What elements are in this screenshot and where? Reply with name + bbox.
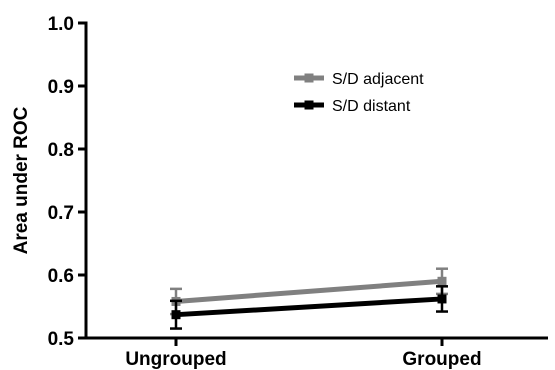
legend: S/D adjacent S/D distant (294, 71, 424, 115)
x-axis-ticks: Ungrouped Grouped (125, 338, 482, 370)
x-tick-label-0: Ungrouped (125, 349, 226, 370)
legend-swatch-marker-1 (304, 100, 314, 110)
data-point-1-0 (171, 310, 181, 320)
series-line-0 (175, 278, 443, 304)
y-axis-ticks: 0.5 0.6 0.7 0.8 0.9 1.0 (48, 14, 86, 350)
legend-label-0: S/D adjacent (332, 71, 424, 88)
series-line-1 (175, 296, 443, 318)
y-tick-label-3: 0.8 (48, 140, 74, 161)
y-tick-label-1: 0.6 (48, 266, 74, 287)
data-point-0-1 (437, 276, 447, 286)
legend-swatch-marker-0 (304, 73, 314, 83)
legend-label-1: S/D distant (332, 98, 411, 115)
y-tick-label-0: 0.5 (48, 329, 75, 350)
series-layer (170, 267, 448, 330)
data-point-1-1 (437, 294, 447, 304)
y-tick-label-2: 0.7 (48, 203, 74, 224)
y-axis-title: Area under ROC (11, 106, 32, 254)
series-1 (170, 285, 448, 330)
x-tick-label-1: Grouped (402, 349, 481, 370)
y-tick-label-4: 0.9 (48, 77, 74, 98)
y-tick-label-5: 1.0 (48, 14, 74, 35)
